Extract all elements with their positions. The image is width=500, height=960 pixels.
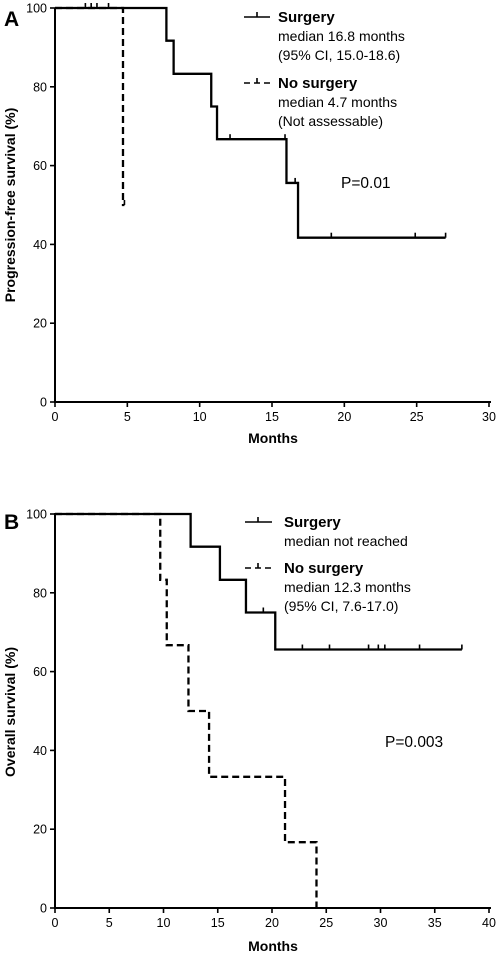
panel-a-xlabel: Months	[248, 430, 298, 446]
panel-a-ytick-label: 0	[40, 396, 47, 410]
panel-b-xtick-label: 30	[374, 916, 388, 930]
panel-a-xtick-label: 15	[265, 410, 279, 424]
panel-a: A Progression-free survival (%) Months 0…	[2, 2, 496, 447]
panel-b-legend: Surgery median not reached No surgery me…	[245, 514, 411, 614]
panel-a-ytick-label: 80	[33, 80, 47, 94]
panel-a-ytick-label: 60	[33, 159, 47, 173]
panel-b-surgery-curve	[55, 512, 462, 651]
panel-a-no-surgery-curve	[55, 6, 125, 207]
panel-a-ytick-label: 100	[26, 2, 47, 16]
panel-a-xtick-label: 0	[52, 410, 59, 424]
panel-b-no-surgery-curve	[55, 512, 318, 908]
panel-a-ticks: 0 5 10 15 20 25 30 0 20 40 60 80 100	[26, 2, 496, 425]
legend-a-surgery-median: median 16.8 months	[278, 28, 405, 44]
panel-b-xtick-label: 0	[52, 916, 59, 930]
panel-a-surgery-curve	[55, 6, 446, 239]
panel-b-ytick-label: 40	[33, 744, 47, 758]
panel-b-xtick-label: 35	[428, 916, 442, 930]
legend-a-surgery-label: Surgery	[278, 9, 335, 26]
panel-a-pvalue: P=0.01	[341, 175, 391, 192]
panel-b-ytick-label: 100	[26, 508, 47, 522]
panel-b-xtick-label: 10	[157, 916, 171, 930]
legend-b-nosurgery-median: median 12.3 months	[284, 579, 411, 595]
panel-b-curves	[55, 512, 463, 908]
panel-b-ytick-label: 60	[33, 665, 47, 679]
panel-b-ytick-label: 80	[33, 586, 47, 600]
panel-b-xtick-label: 20	[265, 916, 279, 930]
legend-a-nosurgery-note: (Not assessable)	[278, 113, 383, 129]
panel-a-ytick-label: 40	[33, 238, 47, 252]
panel-b-yaxis-title: Overall survival (%)	[2, 647, 18, 777]
panel-b-letter: B	[4, 511, 19, 534]
panel-b-xtick-label: 5	[106, 916, 113, 930]
panel-b-pvalue: P=0.003	[385, 734, 443, 751]
panel-b-ytick-label: 0	[40, 902, 47, 916]
legend-b-nosurgery-entry: No surgery median 12.3 months (95% CI, 7…	[245, 560, 411, 614]
legend-a-nosurgery-label: No surgery	[278, 75, 358, 92]
panel-b-ytick-label: 20	[33, 823, 47, 837]
panel-b-xlabel: Months	[248, 938, 298, 954]
panel-a-letter: A	[4, 8, 19, 31]
legend-a-nosurgery-median: median 4.7 months	[278, 94, 397, 110]
panel-b-ylabel: Overall survival (%)	[2, 647, 18, 777]
legend-a-surgery-entry: Surgery median 16.8 months (95% CI, 15.0…	[244, 9, 405, 63]
legend-b-surgery-label: Surgery	[284, 514, 341, 531]
panel-a-xtick-label: 30	[482, 410, 496, 424]
panel-b-xtick-label: 25	[319, 916, 333, 930]
panel-a-ylabel: Progression-free survival (%)	[2, 108, 18, 303]
legend-a-nosurgery-entry: No surgery median 4.7 months (Not assess…	[244, 75, 397, 129]
panel-b: B Overall survival (%) Months 0 5 10 15 20 25…	[2, 508, 496, 955]
panel-a-xtick-label: 10	[193, 410, 207, 424]
legend-a-surgery-ci: (95% CI, 15.0-18.6)	[278, 47, 400, 63]
legend-b-nosurgery-label: No surgery	[284, 560, 364, 577]
panel-a-xtick-label: 25	[410, 410, 424, 424]
panel-a-xtick-label: 5	[124, 410, 131, 424]
panel-b-xtick-label: 40	[482, 916, 496, 930]
panel-a-curves	[55, 3, 447, 239]
panel-a-ytick-label: 20	[33, 317, 47, 331]
legend-b-surgery-median: median not reached	[284, 533, 408, 549]
panel-a-xtick-label: 20	[337, 410, 351, 424]
legend-b-surgery-entry: Surgery median not reached	[245, 514, 408, 549]
panel-b-ticks: 0 5 10 15 20 25 30 35 40 0 20 40 60 80 100	[26, 508, 496, 931]
panel-a-legend: Surgery median 16.8 months (95% CI, 15.0…	[244, 9, 405, 129]
panel-a-yaxis-title: Progression-free survival (%)	[2, 108, 18, 303]
legend-b-nosurgery-ci: (95% CI, 7.6-17.0)	[284, 598, 398, 614]
panel-b-xtick-label: 15	[211, 916, 225, 930]
